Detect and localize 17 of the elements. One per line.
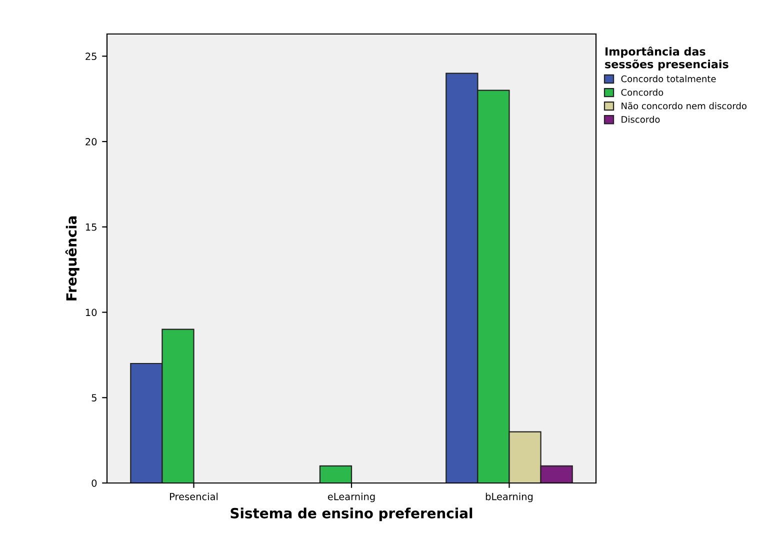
x-tick-label: bLearning [486, 492, 533, 502]
y-tick-label: 25 [86, 52, 96, 60]
x-axis-title: Sistema de ensino preferencial [230, 508, 472, 522]
y-tick-label: 15 [86, 224, 96, 231]
bar [319, 465, 352, 483]
legend-label: Discordo [622, 116, 660, 123]
legend-label: Não concordo nem discordo [622, 102, 746, 110]
y-tick-label: 5 [92, 394, 96, 402]
y-tick-label: 0 [92, 479, 97, 487]
x-tick-label: Presencial [170, 492, 218, 500]
y-axis-title: Frequência [65, 216, 80, 300]
x-tick-label: eLearning [328, 492, 375, 502]
y-tick-label: 20 [86, 138, 97, 146]
y-tick-label: 10 [86, 308, 97, 316]
legend-label: Concordo [621, 88, 664, 96]
legend-label: Concordo totalmente [621, 75, 716, 82]
legend-title: Importância das sessões presenciais [605, 46, 728, 70]
